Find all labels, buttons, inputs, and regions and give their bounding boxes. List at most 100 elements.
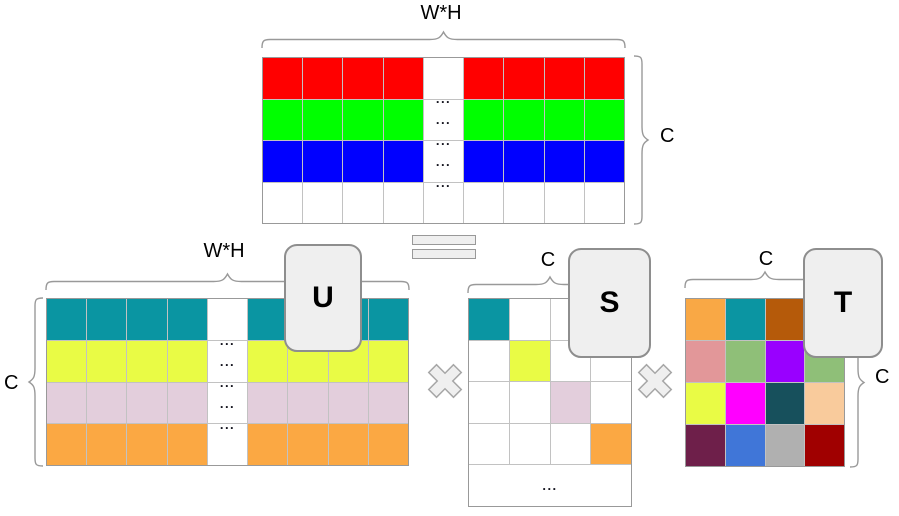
matrix-cell — [127, 340, 167, 382]
matrix-cell — [343, 141, 383, 182]
matrix-cell — [288, 424, 328, 465]
matrix-cell — [303, 141, 343, 182]
matrix-cell — [550, 423, 591, 464]
matrix-cell — [591, 382, 631, 423]
matrix-cell — [725, 425, 765, 466]
equals-bar-top — [412, 235, 476, 245]
matrix-cell — [469, 299, 509, 340]
matrix-cell — [686, 425, 725, 466]
matrix-cell — [167, 340, 207, 382]
matrix-cell — [383, 99, 423, 140]
matrix-cell — [303, 182, 343, 223]
matrix-cell — [368, 424, 408, 465]
matrix-cell — [765, 425, 805, 466]
matrix-cell — [383, 141, 423, 182]
matrix-cell — [47, 424, 87, 465]
label-c-u: C — [4, 372, 19, 394]
matrix-cell — [303, 58, 343, 99]
label-wh-top: W*H — [420, 2, 462, 24]
matrix-cell — [509, 340, 550, 381]
brace-left-u-matrix — [27, 297, 44, 467]
matrix-cell — [584, 99, 624, 140]
matrix-cell — [127, 299, 167, 340]
matrix-cell — [725, 383, 765, 424]
matrix-cell — [368, 382, 408, 424]
label-c-t-top: C — [758, 248, 774, 270]
u-matrix-grid — [46, 298, 409, 466]
matrix-cell — [504, 141, 544, 182]
matrix-cell — [584, 58, 624, 99]
matrix-cell — [509, 382, 550, 423]
matrix-cell — [207, 299, 248, 340]
brace-right-rgb-matrix — [633, 55, 650, 225]
matrix-cell — [805, 425, 844, 466]
matrix-cell — [423, 141, 464, 182]
equals-bar-bottom — [412, 249, 476, 259]
matrix-cell — [544, 182, 584, 223]
s-card: S — [568, 248, 651, 358]
matrix-cell — [686, 383, 725, 424]
matrix-cell — [47, 340, 87, 382]
matrix-cell — [544, 141, 584, 182]
matrix-cell — [504, 58, 544, 99]
matrix-cell — [263, 141, 303, 182]
matrix-cell — [127, 424, 167, 465]
matrix-cell — [504, 182, 544, 223]
matrix-cell — [584, 141, 624, 182]
matrix-cell — [423, 182, 464, 223]
matrix-cell — [87, 340, 127, 382]
label-c-rgb: C — [660, 125, 675, 147]
matrix-cell — [686, 341, 725, 382]
equals-icon — [412, 235, 476, 261]
s-matrix-grid: ... — [468, 298, 632, 507]
matrix-cell — [509, 423, 550, 464]
matrix-cell — [248, 299, 288, 340]
matrix-cell — [263, 58, 303, 99]
s-card-label: S — [599, 286, 620, 319]
matrix-cell — [343, 182, 383, 223]
matrix-cell — [248, 382, 288, 424]
t-card: T — [803, 248, 883, 358]
rgb-matrix-grid — [262, 57, 625, 224]
matrix-cell — [263, 182, 303, 223]
ellipsis: ... — [542, 478, 558, 493]
matrix-cell — [464, 58, 504, 99]
matrix-cell — [167, 424, 207, 465]
label-c-s: C — [540, 249, 556, 271]
matrix-cell — [765, 299, 805, 340]
matrix-cell — [328, 424, 368, 465]
matrix-cell — [87, 382, 127, 424]
matrix-cell — [464, 141, 504, 182]
matrix-cell — [504, 99, 544, 140]
brace-top-rgb-matrix — [261, 30, 626, 49]
matrix-cell — [383, 58, 423, 99]
multiply-icon — [637, 363, 673, 399]
matrix-cell — [550, 382, 591, 423]
matrix-cell — [805, 383, 844, 424]
matrix-cell — [686, 299, 725, 340]
matrix-cell — [509, 299, 550, 340]
matrix-cell — [207, 382, 248, 424]
matrix-cell — [591, 423, 631, 464]
matrix-cell — [423, 99, 464, 140]
matrix-cell — [167, 382, 207, 424]
u-card: U — [284, 244, 362, 352]
matrix-cell — [328, 382, 368, 424]
matrix-cell — [765, 383, 805, 424]
label-c-t-right: C — [875, 366, 890, 388]
matrix-cell — [167, 299, 207, 340]
matrix-cell — [47, 299, 87, 340]
matrix-cell — [288, 382, 328, 424]
matrix-cell — [207, 424, 248, 465]
matrix-cell — [368, 340, 408, 382]
matrix-cell — [383, 182, 423, 223]
matrix-cell — [544, 58, 584, 99]
matrix-cell — [464, 99, 504, 140]
matrix-cell — [343, 99, 383, 140]
t-matrix-grid — [685, 298, 845, 467]
matrix-cell — [127, 382, 167, 424]
matrix-cell — [343, 58, 383, 99]
label-wh-u: W*H — [203, 240, 245, 262]
matrix-cell — [469, 382, 509, 423]
